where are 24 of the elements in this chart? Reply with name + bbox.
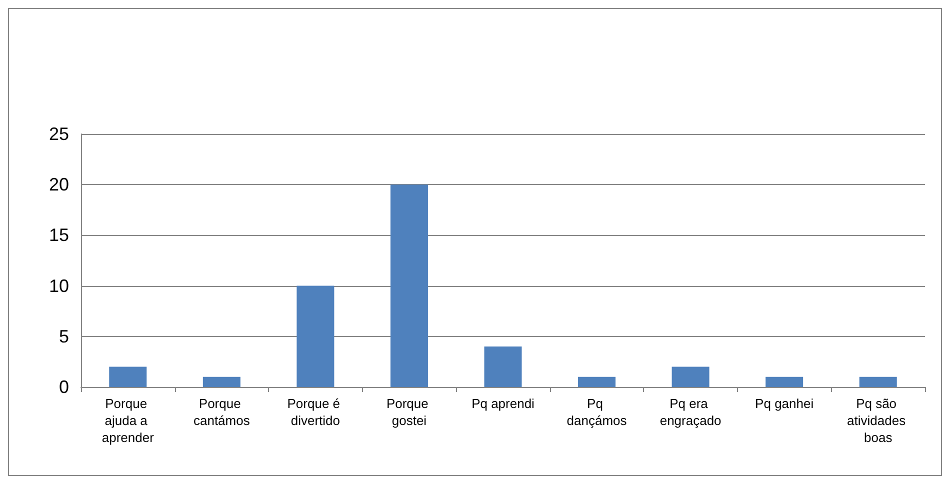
bar bbox=[672, 366, 710, 387]
y-tick-label: 25 bbox=[48, 124, 69, 144]
x-tick-label: Pq era engraçado bbox=[660, 396, 722, 428]
x-tick-label: Porque ajuda a aprender bbox=[102, 396, 155, 445]
y-tick-label: 10 bbox=[48, 276, 69, 296]
x-tick-label: Porque cantámos bbox=[193, 396, 250, 428]
bar bbox=[859, 376, 897, 387]
x-tick-label: Pq ganhei bbox=[755, 396, 814, 411]
bar bbox=[296, 286, 334, 387]
y-tick-label: 0 bbox=[58, 377, 69, 397]
bar bbox=[766, 376, 804, 387]
bar bbox=[390, 184, 428, 387]
x-tick-label: Porque gostei bbox=[386, 396, 432, 428]
y-tick-label: 5 bbox=[58, 326, 69, 346]
bar bbox=[578, 376, 616, 387]
bar bbox=[484, 346, 522, 387]
bar bbox=[202, 376, 240, 387]
x-tick-label: Pq são atividades boas bbox=[847, 396, 910, 445]
x-tick-label: Pq dançámos bbox=[566, 396, 628, 428]
y-tick-label: 15 bbox=[48, 225, 69, 246]
y-tick-label: 20 bbox=[48, 174, 69, 195]
bar bbox=[109, 366, 147, 387]
x-tick-label: Porque é divertido bbox=[287, 396, 344, 428]
x-tick-label: Pq aprendi bbox=[472, 396, 535, 411]
